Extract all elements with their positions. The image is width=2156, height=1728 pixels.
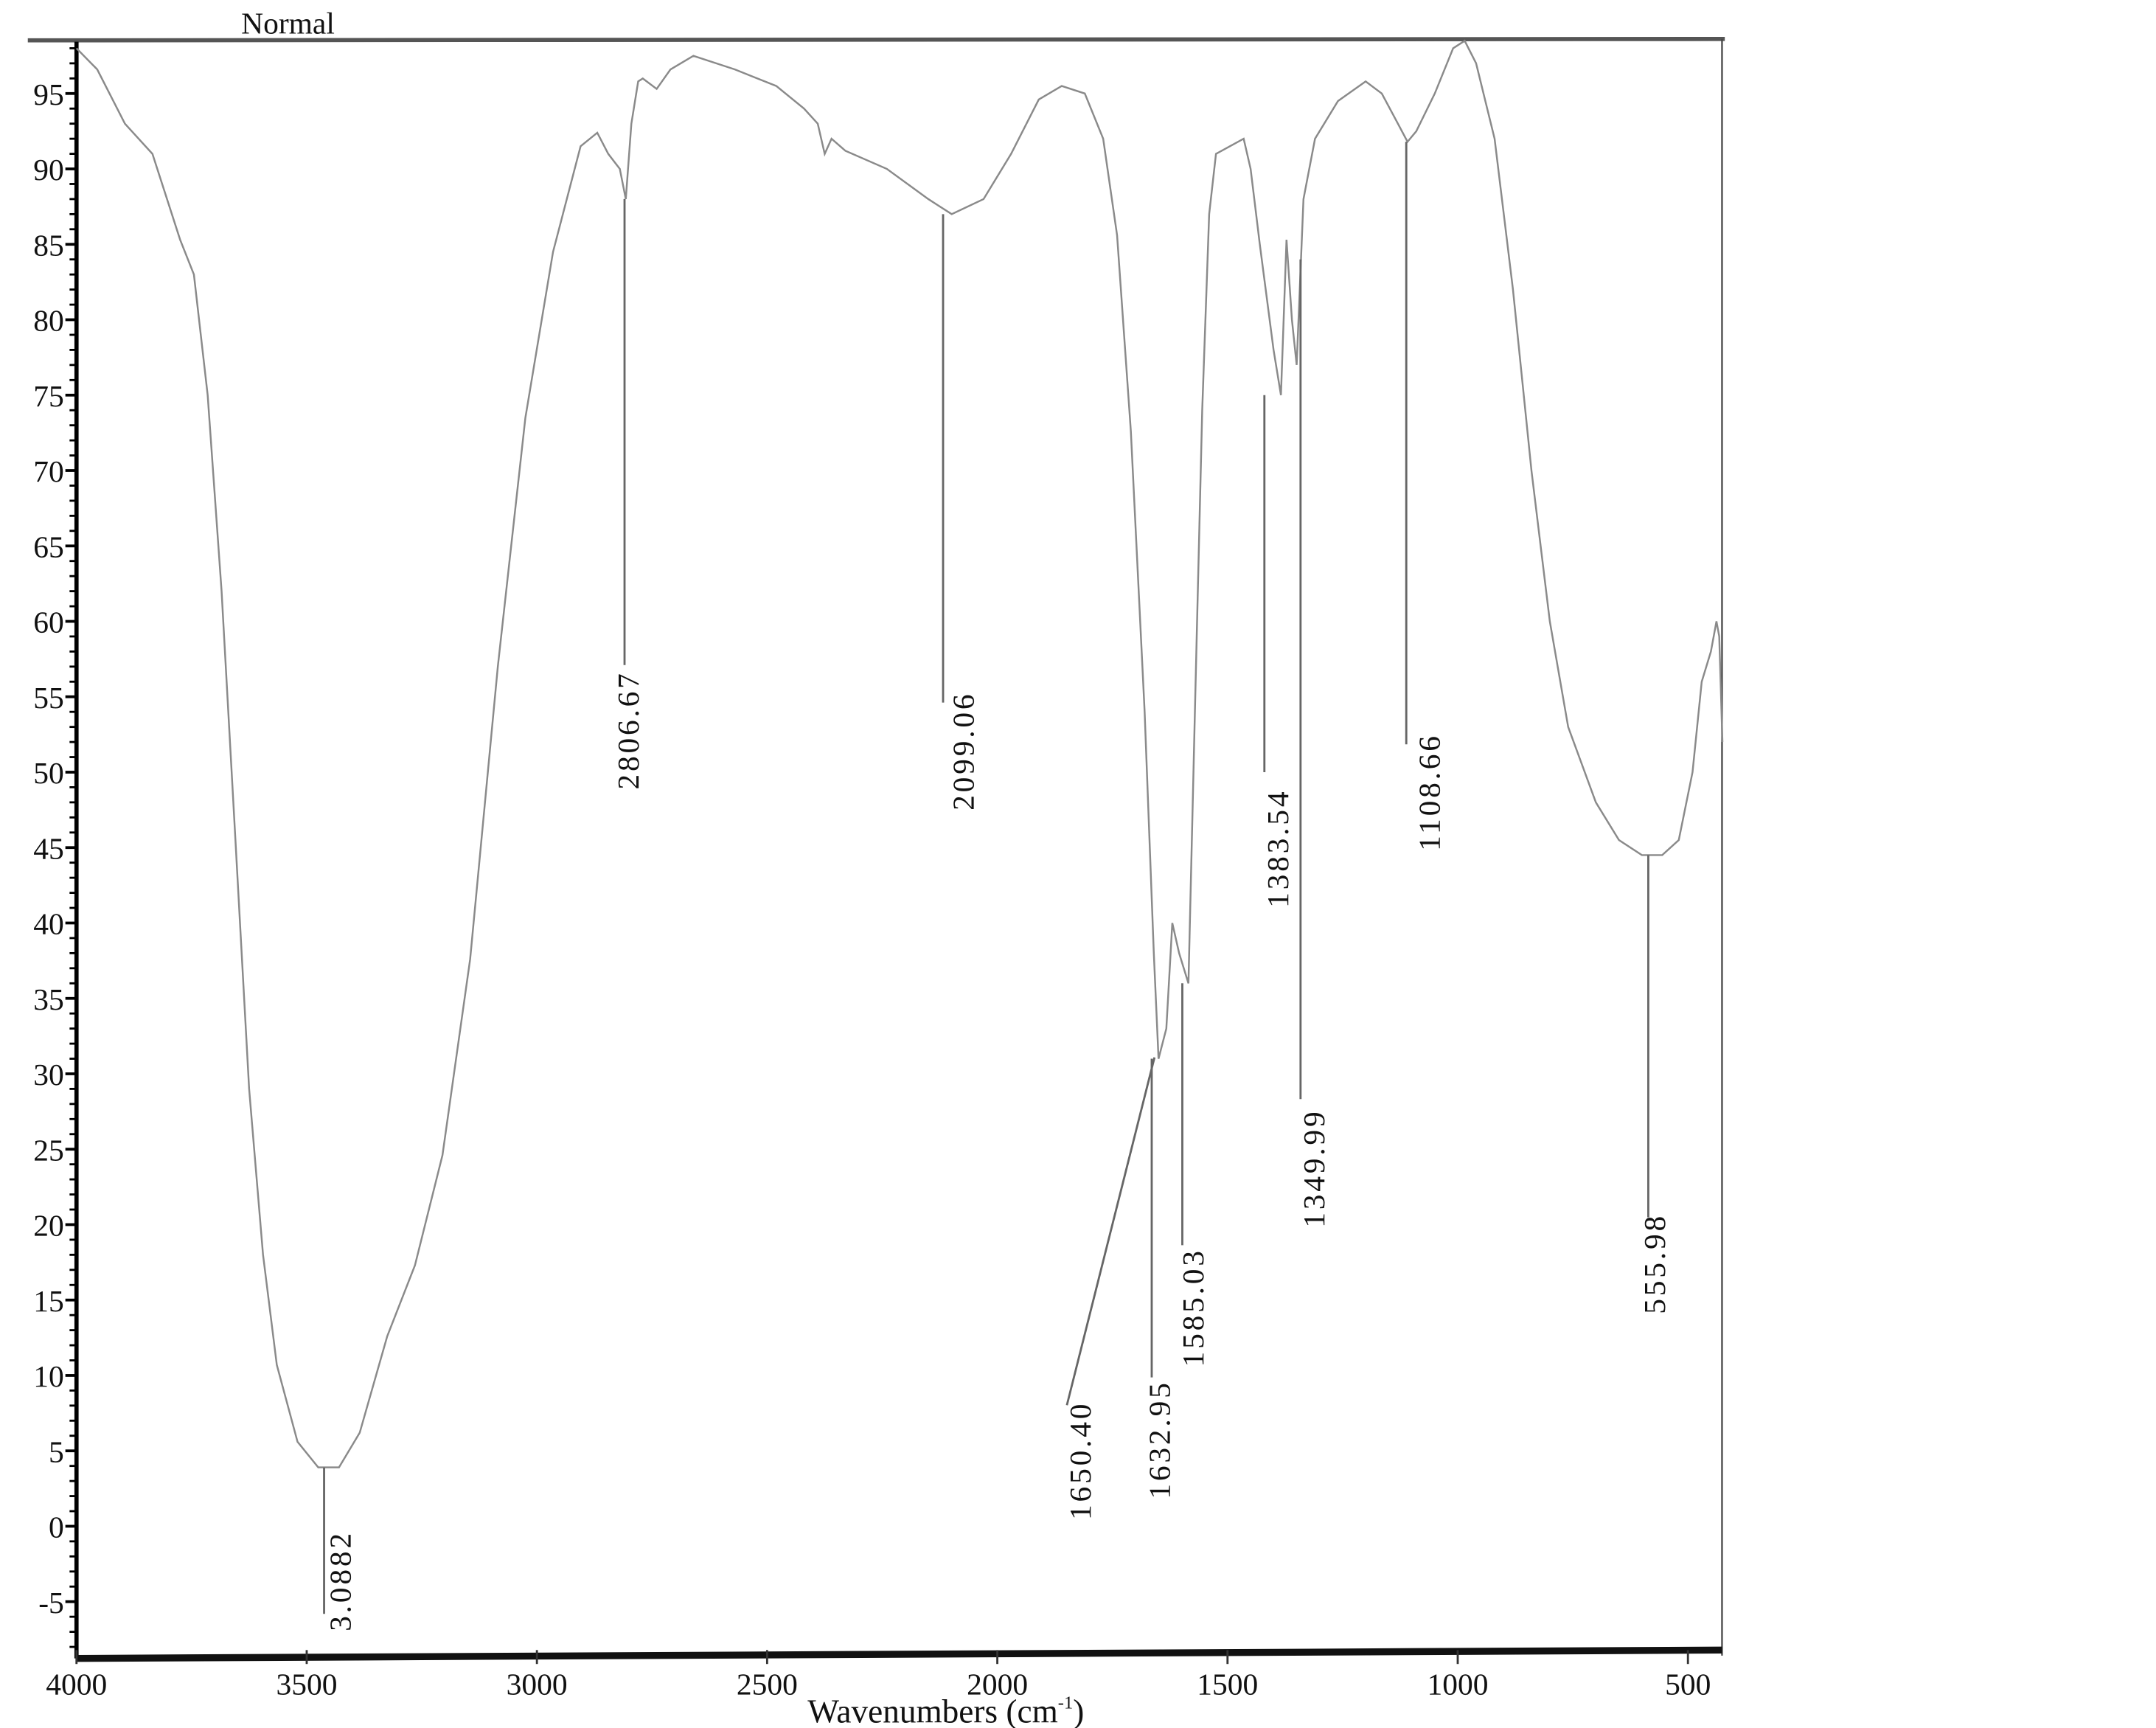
- peak-annotation: 1585.03: [1176, 983, 1210, 1367]
- x-tick-label: 2000: [967, 1668, 1028, 1701]
- peak-label: 1108.66: [1412, 733, 1446, 851]
- peak-annotation: 1349.99: [1297, 259, 1331, 1228]
- peak-annotation: 1108.66: [1405, 142, 1446, 851]
- y-tick-label: 5: [49, 1434, 64, 1468]
- y-tick-label: 0: [49, 1510, 64, 1544]
- y-tick-label: 40: [33, 907, 63, 941]
- peak-label: 2806.67: [611, 670, 645, 789]
- x-tick-label: 3000: [507, 1668, 568, 1701]
- y-tick-label: 45: [33, 831, 63, 865]
- y-tick-label: 30: [33, 1058, 63, 1092]
- x-tick-label: 1500: [1197, 1668, 1258, 1701]
- x-tick-label: 500: [1665, 1668, 1711, 1701]
- x-axis-title: Wavenumbers (cm-1): [807, 1693, 1084, 1728]
- y-tick-label: 80: [33, 304, 63, 338]
- peak-annotation: 555.98: [1638, 855, 1672, 1314]
- y-tick-label: 50: [33, 756, 63, 790]
- peak-label: 1349.99: [1297, 1109, 1331, 1228]
- x-tick-label: 3500: [276, 1668, 337, 1701]
- peak-annotation: 2806.67: [611, 198, 645, 790]
- peak-annotation: 1383.54: [1261, 395, 1295, 908]
- peak-label: 555.98: [1638, 1213, 1672, 1314]
- peak-annotation: 3.0882: [323, 1467, 357, 1631]
- y-tick-label: 15: [33, 1284, 63, 1318]
- x-tick-label: 4000: [46, 1668, 107, 1701]
- y-tick-label: 20: [33, 1209, 63, 1243]
- spectrum-line: [75, 39, 1724, 1468]
- y-tick-label: 65: [33, 530, 63, 563]
- y-tick-label: 25: [33, 1133, 63, 1167]
- x-tick-label: 1000: [1428, 1668, 1489, 1701]
- y-tick-label: 70: [33, 454, 63, 488]
- y-tick-label: 85: [33, 228, 63, 262]
- x-axis: [76, 1646, 1722, 1662]
- x-tick-label: 2500: [737, 1668, 798, 1701]
- y-tick-label: 95: [33, 77, 63, 111]
- y-tick-label: 60: [33, 606, 63, 639]
- peak-label: 2099.06: [947, 692, 981, 811]
- y-tick-label: 90: [33, 153, 63, 187]
- peak-annotation: 1632.95: [1143, 1058, 1177, 1499]
- peak-label: 1585.03: [1176, 1248, 1210, 1367]
- chart-title: Normal: [241, 6, 335, 40]
- peak-annotation: 2099.06: [942, 214, 981, 811]
- y-tick-label: -5: [38, 1586, 64, 1620]
- y-tick-label: 75: [33, 379, 63, 413]
- peak-marker-line: [1065, 1057, 1156, 1406]
- peak-label: 3.0882: [323, 1530, 357, 1631]
- y-tick-label: 35: [33, 982, 63, 1016]
- peak-label: 1632.95: [1143, 1380, 1177, 1499]
- y-tick-label: 10: [33, 1359, 63, 1393]
- peak-label: 1383.54: [1261, 789, 1295, 908]
- top-border: [27, 37, 1725, 43]
- y-tick-label: 55: [33, 681, 63, 715]
- peak-annotation: 1650.40: [1063, 1057, 1156, 1520]
- peak-label: 1650.40: [1063, 1401, 1097, 1520]
